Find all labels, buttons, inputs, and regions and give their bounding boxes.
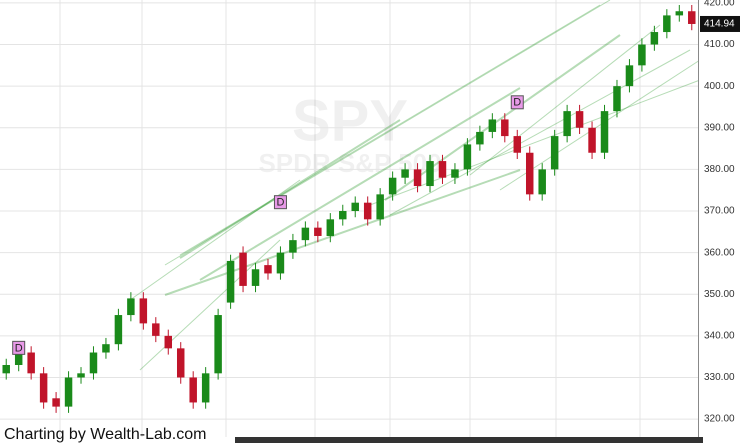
candle-body [239,252,247,286]
candle-body [575,111,584,128]
candle-body [114,315,123,345]
candle-body [2,364,10,374]
y-tick-label: 380.00 [704,164,735,175]
last-price-label: 414.94 [704,19,735,30]
y-tick-label: 390.00 [704,122,735,133]
scroll-bar [235,437,703,443]
candle-body [102,344,110,353]
candle-body [451,169,459,178]
dividend-marker [12,340,26,355]
y-tick-label: 370.00 [704,206,735,217]
candle-body [663,15,671,33]
watermark: SPY [292,88,408,153]
candle-body [176,348,185,378]
candle-body [89,352,98,374]
y-tick-label: 350.00 [704,289,735,300]
candle-body [563,111,571,137]
candle-body [488,119,497,132]
candle-body [127,298,135,316]
candle-body [501,119,509,137]
y-tick-label: 320.00 [704,414,735,425]
candle-body [476,131,484,145]
dividend-label: D [15,342,23,354]
vertical-grid [59,0,641,437]
candle-body [326,219,335,236]
candle-body [388,177,397,195]
candle-body [152,323,160,336]
candle-body [214,315,222,374]
candle-body [189,377,197,403]
candle-body [52,398,60,407]
watermark-subtitle: SPDR S&P 500 [258,148,441,178]
last-price-box [700,15,740,32]
candle-body [550,136,559,170]
candle-body [650,32,659,45]
candle-body [339,211,347,220]
candle-body [675,11,684,16]
candle-body [438,161,447,178]
candle-body [201,373,210,403]
y-tick-label: 340.00 [704,331,735,342]
y-tick-label: 400.00 [704,81,735,92]
dividend-marker [510,95,524,110]
candle-body [251,269,260,286]
candle-body [27,352,35,374]
candle-body [638,44,646,66]
candle-body [14,352,23,365]
candle-body [413,169,422,187]
candle-body [363,202,372,220]
candle-body [139,298,148,324]
candle-body [301,227,310,241]
dividend-label: D [513,97,521,109]
candle-body [613,86,621,112]
candle-body [314,227,322,236]
candle-body [289,240,297,253]
candle-body [64,377,73,407]
candle-body [426,161,434,187]
channel-lines [129,0,701,371]
dividend-marker [273,195,287,210]
candle-body [376,194,384,220]
candle-body [588,127,596,153]
y-tick-label: 420.00 [704,0,735,9]
dividend-label: D [276,197,284,209]
y-tick-label: 410.00 [704,39,735,50]
candle-body [264,265,272,274]
candle-body [538,169,546,195]
candle-body [688,11,696,24]
candle-body [625,65,634,87]
candle-body [401,169,409,178]
candle-body [463,144,472,170]
price-axis [698,0,751,443]
candle-body [226,260,235,303]
candle-body [77,373,85,378]
y-tick-label: 330.00 [704,372,735,383]
y-tick-label: 360.00 [704,247,735,258]
candle-body [164,335,173,349]
candle-body [600,111,609,153]
candle-body [39,373,48,403]
candle-body [351,202,359,212]
footer: Charting by Wealth-Lab.com [4,426,206,443]
candle-body [525,152,534,195]
candle-body [513,136,522,153]
candle-body [276,252,285,274]
